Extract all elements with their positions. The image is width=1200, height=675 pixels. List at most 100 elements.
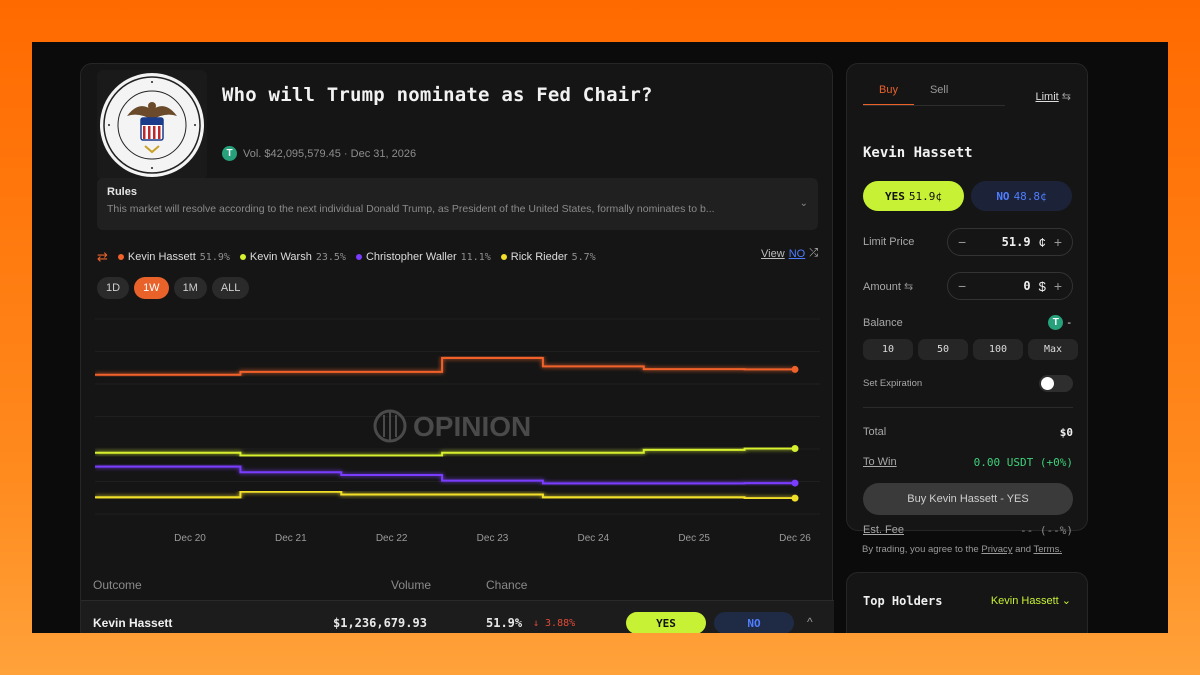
watermark-text: OPINION	[413, 411, 531, 442]
range-all[interactable]: ALL	[211, 277, 250, 299]
market-volume: Vol. $42,095,579.45 · Dec 31, 2026	[243, 147, 417, 160]
set-expiration-label: Set Expiration	[863, 378, 923, 389]
terms-link[interactable]: Terms.	[1033, 544, 1062, 555]
legend-item-rieder[interactable]: Rick Rieder 5.7%	[500, 251, 596, 263]
filter-icon[interactable]: ⇄	[97, 249, 108, 264]
legend-label: Kevin Hassett	[127, 251, 196, 263]
limit-order-toggle[interactable]: Limit ⇆	[1035, 90, 1071, 103]
balance-label: Balance	[863, 317, 903, 329]
to-win-row: To Win 0.00 USDT (+0%)	[863, 456, 1073, 469]
market-card: Who will Trump nominate as Fed Chair? T …	[80, 63, 834, 633]
trade-panel: Buy Sell Limit ⇆ Kevin Hassett YES 51.9¢…	[846, 63, 1088, 537]
header-chance: Chance	[486, 578, 528, 592]
x-tick-label: Dec 25	[678, 533, 710, 544]
divider	[863, 407, 1073, 408]
to-win-label[interactable]: To Win	[863, 456, 897, 468]
buy-button[interactable]: Buy Kevin Hassett - YES	[863, 483, 1073, 515]
series-line-kevin-hassett	[95, 357, 795, 376]
legend-label: Kevin Warsh	[249, 251, 312, 263]
chevron-down-icon[interactable]: ⌄	[799, 198, 808, 209]
quick-amount-50[interactable]: 50	[918, 339, 968, 360]
trade-tabs: Buy Sell	[863, 84, 1005, 106]
rules-panel[interactable]: Rules This market will resolve according…	[97, 178, 818, 230]
yes-label: YES	[885, 189, 905, 203]
to-win-value: 0.00 USDT (+0%)	[973, 456, 1073, 469]
market-meta: T Vol. $42,095,579.45 · Dec 31, 2026	[222, 146, 416, 161]
amount-value[interactable]: 0	[1023, 279, 1031, 293]
range-1m[interactable]: 1M	[173, 277, 207, 299]
watermark: OPINION	[373, 409, 531, 443]
tab-sell[interactable]: Sell	[929, 84, 949, 96]
view-label: View	[761, 247, 785, 260]
balance-value-row: T -	[1048, 315, 1071, 330]
legend-dot	[500, 254, 507, 260]
x-tick-label: Dec 26	[779, 533, 811, 544]
x-tick-label: Dec 23	[477, 533, 509, 544]
total-row: Total $0	[863, 426, 1073, 439]
header-outcome: Outcome	[93, 578, 142, 592]
tether-icon: T	[222, 146, 237, 161]
plus-icon[interactable]: +	[1053, 278, 1062, 294]
fed-seal-logo	[97, 70, 207, 180]
series-line-rick-rieder	[95, 490, 795, 500]
no-button[interactable]: NO 48.8¢	[971, 181, 1072, 211]
rules-text: This market will resolve according to th…	[107, 203, 715, 215]
total-value: $0	[1059, 426, 1073, 439]
tab-buy[interactable]: Buy	[863, 84, 914, 105]
limit-label: Limit	[1035, 91, 1059, 103]
swap-icon[interactable]: ⇆	[903, 281, 914, 293]
outcome-row[interactable]: Kevin Hassett $1,236,679.93 51.9% ↓ 3.88…	[81, 600, 834, 633]
chevron-up-icon[interactable]: ^	[807, 615, 813, 629]
data-point	[791, 479, 799, 487]
legend-item-warsh[interactable]: Kevin Warsh 23.5%	[239, 251, 346, 263]
legend-pct: 23.5%	[315, 251, 346, 263]
legend-item-waller[interactable]: Christopher Waller 11.1%	[355, 251, 491, 263]
outcome-name: Kevin Hassett	[93, 616, 173, 630]
swap-icon: ⤮	[809, 247, 818, 259]
quick-amount-100[interactable]: 100	[973, 339, 1023, 360]
legend-dot	[355, 254, 362, 260]
balance-value: -	[1067, 316, 1071, 329]
est-fee-row: Est. Fee -- (--%)	[863, 524, 1073, 537]
plus-icon[interactable]: +	[1053, 234, 1062, 250]
legend-label: Christopher Waller	[365, 251, 457, 263]
holders-outcome-select[interactable]: Kevin Hassett ⌄	[991, 594, 1071, 607]
data-point	[791, 494, 799, 502]
privacy-link[interactable]: Privacy	[981, 544, 1013, 555]
minus-icon[interactable]: −	[958, 278, 967, 294]
outcome-no-button[interactable]: NO	[714, 612, 794, 633]
series-line-christopher-waller	[95, 465, 795, 485]
legend-item-hassett[interactable]: Kevin Hassett 51.9%	[117, 251, 230, 263]
price-chart: OPINION Dec 20 Dec 21 Dec 22 Dec 23 Dec 24 De…	[95, 318, 820, 544]
limit-price-label: Limit Price	[863, 236, 915, 248]
range-1w[interactable]: 1W	[134, 277, 169, 299]
quick-amount-max[interactable]: Max	[1028, 339, 1078, 360]
minus-icon[interactable]: −	[958, 234, 967, 250]
no-label: NO	[996, 189, 1010, 203]
amount-stepper[interactable]: − 0 $ +	[947, 272, 1073, 300]
limit-price-value[interactable]: 51.9	[1001, 235, 1031, 249]
set-expiration-toggle[interactable]	[1039, 375, 1073, 392]
legend-pct: 11.1%	[460, 251, 491, 263]
quick-amounts: 10 50 100 Max	[863, 339, 1078, 360]
quick-amount-10[interactable]: 10	[863, 339, 913, 360]
tether-icon: T	[1048, 315, 1064, 330]
header-volume: Volume	[391, 578, 432, 592]
disclaimer-text: By trading, you agree to the	[862, 544, 979, 555]
view-no-link[interactable]: View NO ⤮	[761, 247, 818, 260]
market-title: Who will Trump nominate as Fed Chair?	[222, 84, 653, 106]
range-1d[interactable]: 1D	[97, 277, 130, 299]
legend-label: Rick Rieder	[510, 251, 568, 263]
est-fee-label[interactable]: Est. Fee	[863, 524, 904, 536]
disclaimer-and: and	[1015, 544, 1032, 555]
est-fee-value: -- (--%)	[1020, 524, 1073, 537]
legend-pct: 5.7%	[571, 251, 596, 263]
outcome-volume: $1,236,679.93	[333, 616, 427, 630]
limit-price-unit: ¢	[1038, 234, 1046, 250]
outcome-yes-button[interactable]: YES	[626, 612, 706, 633]
outcome-chance: 51.9%	[486, 616, 523, 630]
yes-button[interactable]: YES 51.9¢	[863, 181, 964, 211]
limit-price-stepper[interactable]: − 51.9 ¢ +	[947, 228, 1073, 256]
amount-label: Amount	[863, 281, 901, 293]
top-holders-title: Top Holders	[863, 594, 943, 608]
